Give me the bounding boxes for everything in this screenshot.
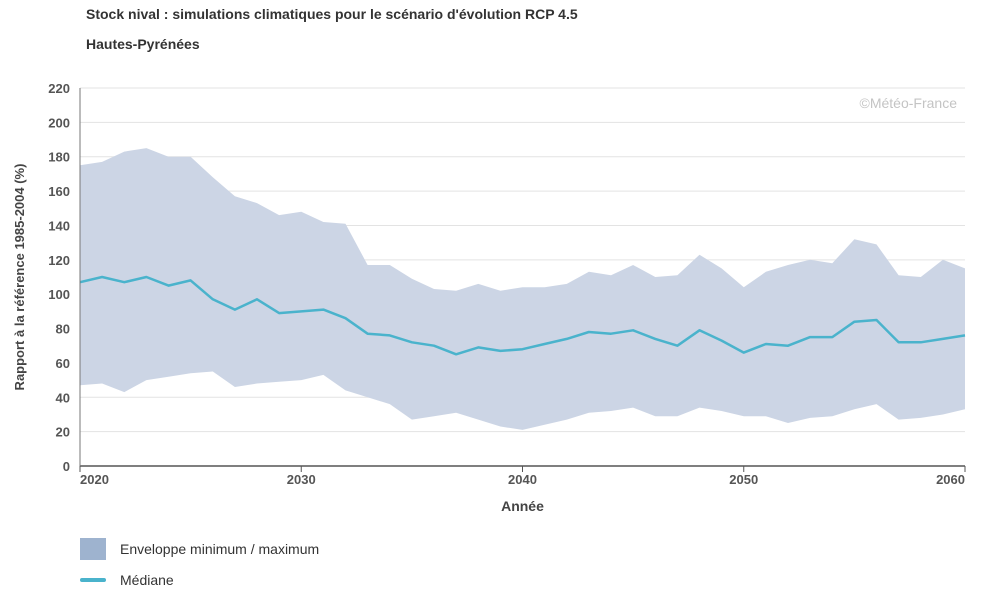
x-tick-label: 2050 [729, 472, 758, 487]
legend-item-envelope: Enveloppe minimum / maximum [80, 538, 319, 560]
chart-subtitle: Hautes-Pyrénées [86, 36, 200, 52]
legend-label-median: Médiane [120, 572, 174, 588]
chart-title: Stock nival : simulations climatiques po… [86, 6, 578, 22]
meteo-france-watermark: ©Météo-France [860, 95, 958, 111]
y-tick-label: 0 [63, 459, 70, 474]
x-axis-label: Année [501, 498, 544, 514]
legend-item-median: Médiane [80, 572, 174, 588]
y-tick-label: 160 [48, 184, 70, 199]
legend-swatch-median [80, 578, 106, 582]
y-axis-label: Rapport à la référence 1985-2004 (%) [12, 164, 27, 391]
x-tick-label: 2020 [80, 472, 109, 487]
x-tick-label: 2030 [287, 472, 316, 487]
y-tick-label: 60 [56, 356, 70, 371]
y-tick-label: 20 [56, 425, 70, 440]
y-tick-label: 180 [48, 150, 70, 165]
y-tick-label: 140 [48, 218, 70, 233]
legend-swatch-envelope [80, 538, 106, 560]
x-tick-label: 2040 [508, 472, 537, 487]
y-tick-label: 200 [48, 115, 70, 130]
y-tick-label: 100 [48, 287, 70, 302]
x-tick-label: 2060 [936, 472, 965, 487]
y-tick-label: 120 [48, 253, 70, 268]
min-max-envelope-band [80, 148, 965, 430]
y-tick-label: 80 [56, 322, 70, 337]
y-tick-label: 40 [56, 390, 70, 405]
y-axis-ticks: 0 20 40 60 80 100 120 140 160 180 200 220 [48, 81, 70, 474]
median-line [79, 275, 966, 356]
y-tick-label: 220 [48, 81, 70, 96]
x-axis-ticks: 2020 2030 2040 2050 2060 [79, 466, 966, 487]
legend-label-envelope: Enveloppe minimum / maximum [120, 541, 320, 557]
